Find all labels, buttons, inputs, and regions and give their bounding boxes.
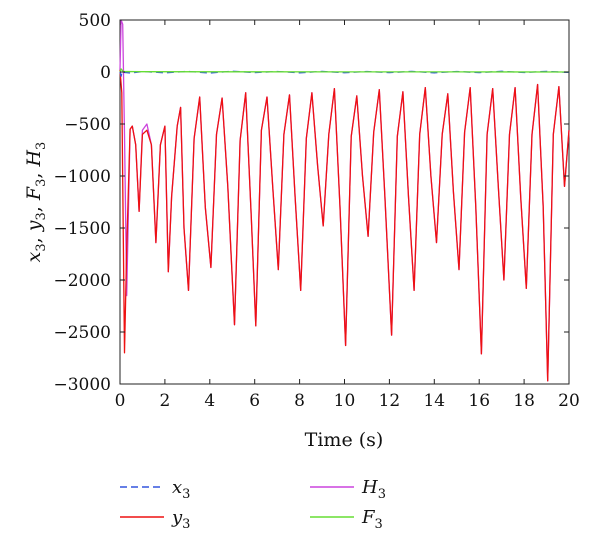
x-tick-label: 16 [468,391,490,411]
axis-layer: 0 2 4 6 8 10 12 14 16 18 20 500 0 −500 −1000 −1500 −2000… [53,11,579,411]
legend-label-y3: y3 [171,507,190,532]
x-tick-label: 12 [379,391,401,411]
y-tick-label: −3000 [53,375,111,395]
svg-text:x3, y3, F3, H3: x3, y3, F3, H3 [23,142,49,263]
x-tick-label: 14 [423,391,445,411]
x-tick-label: 20 [558,391,580,411]
x-tick-label: 0 [115,391,126,411]
y-tick-label: −1500 [53,219,111,239]
legend-label-H3: H3 [361,477,386,502]
legend-label-F3: F3 [361,507,383,532]
x-tick-label: 6 [249,391,260,411]
series-line-F3 [119,68,570,73]
y-axis-label: x3, y3, F3, H3 [23,142,49,263]
series-line-x3 [119,70,570,77]
series-layer [119,19,570,382]
x-tick-label: 18 [513,391,535,411]
legend-label-x3: x3 [172,477,190,502]
y-tick-label: −1000 [53,167,111,187]
y-tick-label: −2500 [53,323,111,343]
y-tick-label: 500 [79,11,111,31]
legend: x3 y3 H3 F3 [120,477,386,532]
y-tick-label: −500 [64,115,111,135]
x-axis-label: Time (s) [305,429,384,451]
x-tick-label: 2 [159,391,170,411]
series-line-y3 [119,69,570,382]
x-tick-label: 4 [204,391,215,411]
x-tick-label: 10 [334,391,356,411]
y-tick-label: 0 [100,63,111,83]
x-tick-label: 8 [294,391,305,411]
y-tick-label: −2000 [53,271,111,291]
